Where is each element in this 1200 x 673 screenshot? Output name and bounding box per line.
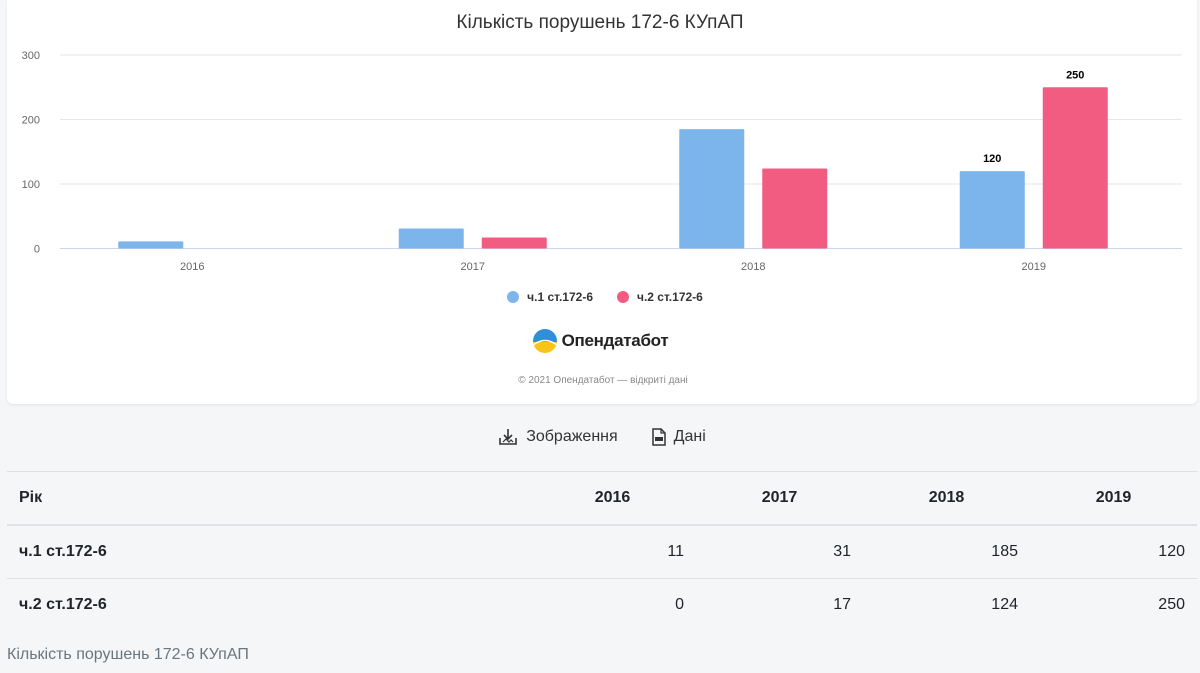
brand-logo: Опендатабот [0,328,1200,354]
download-image-label: Зображення [526,428,618,445]
legend-item-series-2[interactable]: ч.2 ст.172-6 [617,290,703,304]
y-tick-label: 200 [22,115,40,127]
table-row: ч.1 ст.172-6 11 31 185 120 [7,525,1197,579]
y-tick-label: 300 [22,50,40,62]
chart-title: Кількість порушень 172-6 КУпАП [456,12,744,33]
x-tick-label: 2017 [461,261,485,273]
table-cell: 17 [833,596,851,613]
table-header-cell: Рік [19,489,43,506]
table-header-row: Рік 2016 2017 2018 2019 [7,471,1197,525]
table-row: ч.2 ст.172-6 0 17 124 250 [7,578,1197,632]
y-tick-label: 0 [34,244,40,256]
bar-1-2017 [398,228,464,249]
table-cell: 185 [991,543,1018,560]
x-tick-label: 2019 [1022,261,1046,273]
image-download-icon [499,429,518,445]
table-cell: 250 [1158,596,1185,613]
bar-1-2016 [118,241,184,249]
bar-1-2018 [679,129,745,249]
bar-2-2018 [762,168,828,249]
table-cell: 0 [675,596,684,613]
bar-2-2017 [481,237,547,249]
bar-1-2019 [959,171,1025,249]
legend-label-series-2: ч.2 ст.172-6 [637,290,703,304]
copyright-note: © 2021 Опендатабот — відкриті дані [518,375,688,386]
chart-legend: ч.1 ст.172-6 ч.2 ст.172-6 [0,290,1200,304]
download-data-button[interactable]: Дані [651,428,706,446]
figure-caption: Кількість порушень 172-6 КУпАП [7,646,249,663]
table-cell: 120 [1158,543,1185,560]
table-cell: 11 [667,543,684,560]
data-label: 250 [1066,69,1084,81]
table-header-cell: 2016 [594,489,631,506]
table-header-cell: 2019 [1095,489,1132,506]
bar-chart: 0 100 200 300 2016 2017 2018 2019 120 250 [22,50,1182,273]
table-cell: 124 [991,596,1018,613]
download-data-label: Дані [673,428,706,445]
y-tick-label: 100 [22,179,40,191]
legend-label-series-1: ч.1 ст.172-6 [527,290,593,304]
logo-text: Опендатабот [561,331,669,350]
legend-marker-series-1 [507,291,520,303]
opendatabot-logo-icon [532,329,557,353]
data-label: 120 [983,153,1001,165]
table-row-label: ч.1 ст.172-6 [19,543,107,560]
x-tick-label: 2016 [180,261,204,273]
download-image-button[interactable]: Зображення [498,428,618,446]
data-table: Рік 2016 2017 2018 2019 ч.1 ст.172-6 11 … [7,471,1197,631]
csv-file-icon [651,428,666,446]
x-tick-label: 2018 [741,261,765,273]
legend-item-series-1[interactable]: ч.1 ст.172-6 [507,290,593,304]
table-header-cell: 2018 [928,489,965,506]
table-header-cell: 2017 [761,489,798,506]
bar-2-2019 [1042,87,1108,249]
table-cell: 31 [833,543,851,560]
legend-marker-series-2 [617,291,629,303]
table-row-label: ч.2 ст.172-6 [19,596,107,613]
export-actions: Зображення Дані [0,428,1200,446]
